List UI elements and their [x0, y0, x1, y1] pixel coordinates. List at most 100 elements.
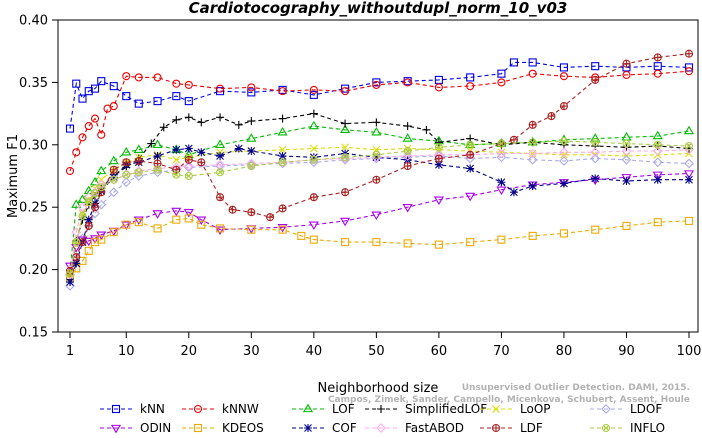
series-line-inflo: [69, 140, 690, 274]
data-point-fastabod: [621, 146, 632, 156]
data-point-knn: [559, 63, 568, 72]
data-point-inflo: [278, 158, 287, 167]
data-point-simplifiedlof: [184, 113, 193, 122]
legend-item-kdeos: KDEOS: [182, 421, 264, 435]
data-point-kdeos: [109, 228, 118, 237]
series-knnw: [65, 67, 694, 176]
data-point-ldf: [591, 75, 600, 84]
data-point-knnw: [172, 79, 181, 88]
data-point-knn: [172, 92, 181, 101]
data-point-odin: [89, 235, 101, 244]
data-point-lof: [108, 155, 119, 165]
data-point-kdeos: [591, 225, 600, 234]
legend-swatch-marker: [302, 403, 314, 413]
data-point-odin: [465, 192, 476, 202]
series-line-kdeos: [69, 217, 690, 279]
data-point-ldf: [84, 221, 93, 230]
data-point-fastabod: [121, 169, 132, 180]
data-point-knnw: [184, 80, 193, 89]
data-point-fastabod: [559, 147, 569, 158]
data-point-fastabod: [496, 148, 507, 159]
data-point-ldf: [266, 213, 275, 222]
watermark-line-1: Unsupervised Outlier Detection. DAMI, 20…: [462, 383, 690, 393]
data-point-knn: [497, 69, 506, 78]
data-point-ldf: [559, 102, 569, 111]
data-point-knn: [97, 77, 106, 86]
data-point-knnw: [403, 78, 412, 87]
data-point-ldf: [247, 208, 256, 217]
data-point-cof: [622, 176, 631, 185]
y-tick-label: 0.20: [19, 263, 48, 278]
data-point-kdeos: [466, 238, 475, 247]
data-point-odin: [371, 211, 382, 221]
data-point-knn: [372, 78, 381, 87]
data-point-odin: [171, 207, 182, 217]
data-point-knn: [216, 87, 225, 96]
legend-item-knnw: kNNW: [182, 402, 259, 416]
data-point-kdeos: [184, 214, 193, 223]
data-point-inflo: [172, 170, 181, 179]
data-point-knnw: [216, 84, 225, 93]
data-point-simplifiedlof: [278, 114, 287, 123]
data-point-loop: [309, 144, 318, 153]
data-point-fastabod: [183, 161, 194, 171]
data-point-ldf: [622, 59, 631, 68]
data-point-cof: [109, 173, 118, 182]
data-point-loop: [172, 155, 181, 164]
data-point-cof: [509, 188, 518, 197]
data-point-odin: [214, 226, 226, 236]
data-point-ldof: [652, 157, 663, 168]
data-point-fastabod: [465, 149, 476, 160]
legend-label: kNNW: [222, 402, 259, 416]
data-point-knnw: [90, 114, 100, 123]
data-point-cof: [84, 215, 93, 224]
data-point-ldf: [228, 205, 237, 214]
data-point-ldf: [528, 120, 537, 129]
data-point-fastabod: [590, 147, 601, 158]
x-axis-label: Neighborhood size: [318, 381, 439, 396]
data-point-knn: [184, 97, 193, 106]
data-point-odin: [652, 171, 663, 181]
y-axis: 0.15 0.20 0.25 0.30 0.35 0.40: [19, 14, 58, 341]
data-point-ldof: [559, 156, 569, 166]
data-point-knn: [509, 58, 518, 67]
series-layer: [64, 49, 695, 291]
data-point-knn: [109, 82, 118, 91]
data-point-cof: [591, 174, 600, 183]
series-kdeos: [65, 214, 694, 283]
data-point-inflo: [78, 211, 87, 220]
data-point-ldf: [278, 204, 287, 213]
data-point-ldf: [466, 150, 475, 159]
data-point-inflo: [72, 238, 81, 247]
data-point-fastabod: [371, 152, 382, 163]
x-tick-label: 50: [368, 344, 385, 359]
data-point-lof: [683, 125, 695, 135]
data-point-knn: [247, 88, 256, 97]
data-point-odin: [152, 210, 163, 219]
data-point-ldof: [590, 153, 601, 164]
data-point-inflo: [653, 140, 662, 149]
legend-item-knn: kNN: [100, 402, 165, 416]
data-point-cof: [234, 144, 243, 153]
data-point-kdeos: [341, 238, 350, 247]
data-point-kdeos: [122, 220, 131, 229]
series-lof: [64, 120, 695, 276]
legend-label: kNN: [140, 402, 165, 416]
data-point-inflo: [684, 142, 694, 151]
legend: kNN kNNW LOF SimplifiedLOF LoOP LDOF ODIN KDEOS…: [100, 402, 665, 435]
data-point-ldf: [341, 188, 350, 197]
data-point-odin: [196, 216, 207, 226]
legend-label: LOF: [332, 402, 355, 416]
plot-frame: [57, 19, 699, 333]
data-point-knn: [90, 84, 100, 93]
data-point-lof: [96, 165, 107, 175]
data-point-knnw: [65, 166, 75, 176]
data-point-kdeos: [134, 218, 143, 227]
data-point-kdeos: [684, 216, 694, 225]
x-tick-label: 80: [556, 344, 573, 359]
data-point-knnw: [653, 69, 662, 78]
x-tick-label: 40: [306, 344, 323, 359]
data-point-inflo: [434, 143, 443, 152]
data-point-ldf: [547, 112, 556, 121]
